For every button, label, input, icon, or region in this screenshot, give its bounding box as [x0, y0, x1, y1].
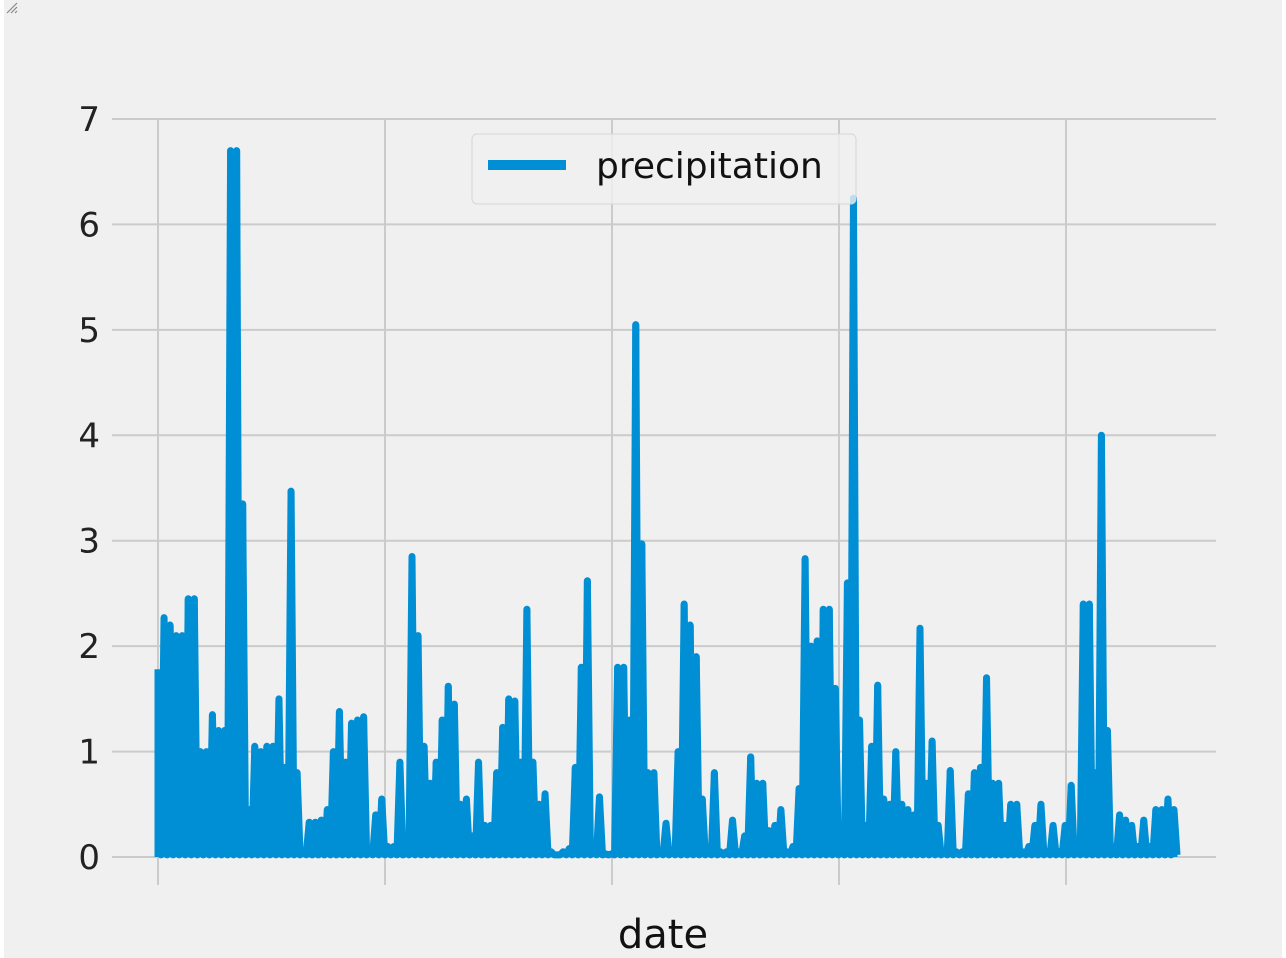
resize-grip-icon[interactable] — [4, 0, 18, 14]
precipitation-line — [154, 147, 1181, 859]
y-tick-label: 3 — [78, 522, 100, 562]
series-lines — [154, 147, 1181, 859]
legend-label: precipitation — [596, 146, 823, 187]
legend-frame — [471, 133, 857, 205]
figure: 0 1 2 3 4 5 6 7 date precipitation — [4, 0, 1282, 958]
y-tick-label: 1 — [78, 733, 100, 773]
legend: precipitation — [471, 133, 857, 205]
y-tick-label: 2 — [78, 627, 100, 667]
y-tick-label: 6 — [78, 205, 100, 245]
y-tick-label: 4 — [78, 416, 100, 456]
y-tick-label: 7 — [78, 100, 100, 140]
x-axis-label: date — [618, 912, 708, 958]
precipitation-chart: 0 1 2 3 4 5 6 7 date precipitation — [78, 100, 1216, 958]
y-axis-ticks: 0 1 2 3 4 5 6 7 — [78, 100, 100, 878]
y-tick-label: 5 — [78, 311, 100, 351]
y-tick-label: 0 — [78, 838, 100, 878]
